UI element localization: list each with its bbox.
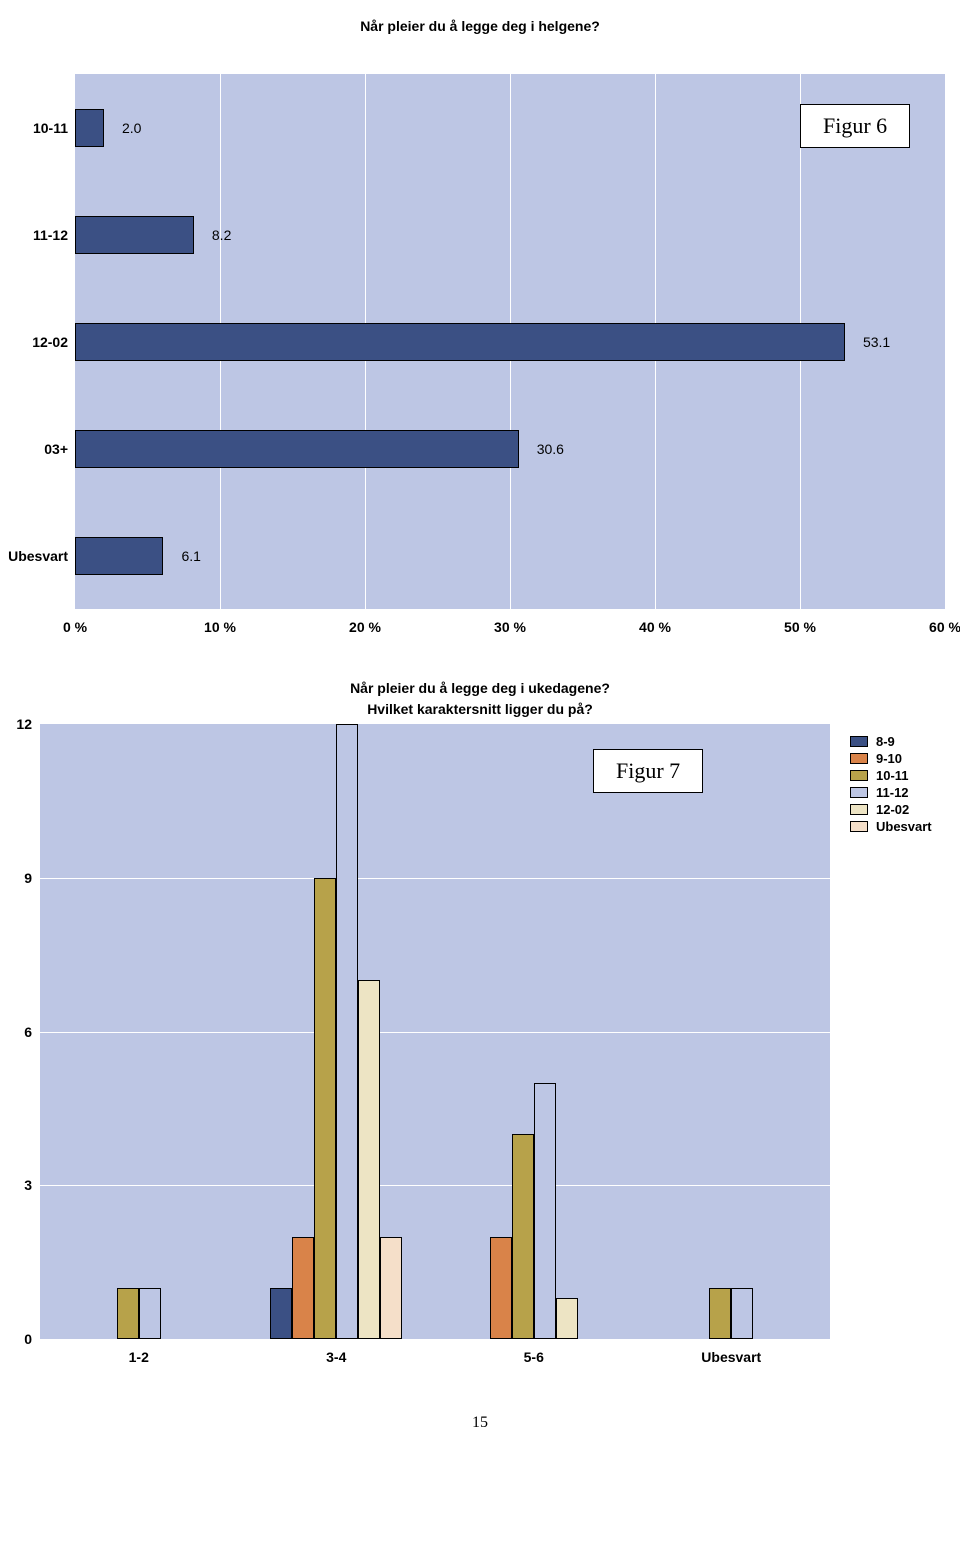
chart1-value-label: 8.2 [212, 227, 231, 243]
chart2-figure-label: Figur 7 [593, 749, 703, 793]
chart2-legend-item: 11-12 [850, 785, 932, 800]
chart2-legend-item: 12-02 [850, 802, 932, 817]
chart2-title: Når pleier du å legge deg i ukedagene? H… [0, 674, 960, 724]
chart2-bar [336, 724, 358, 1339]
chart2-bar [731, 1288, 753, 1339]
chart2-bar [534, 1083, 556, 1339]
chart1-category-label: 12-02 [0, 334, 68, 350]
chart1-xtick: 50 % [784, 619, 816, 635]
chart1-xtick: 40 % [639, 619, 671, 635]
chart2-bar [709, 1288, 731, 1339]
chart2-legend-swatch [850, 736, 868, 747]
chart2-ytick: 12 [0, 716, 32, 732]
chart2-legend-swatch [850, 770, 868, 781]
chart1-bar [75, 430, 519, 468]
chart2-legend: 8-9 9-10 10-11 11-12 12-02 Ubesvart [850, 734, 932, 836]
chart2-bar [117, 1288, 139, 1339]
chart2-ytick: 0 [0, 1331, 32, 1347]
chart2-gridline [40, 1032, 830, 1033]
chart1-category-label: 10-11 [0, 120, 68, 136]
chart1-value-label: 6.1 [181, 548, 200, 564]
chart1-xtick: 0 % [63, 619, 87, 635]
chart2-ytick: 3 [0, 1177, 32, 1193]
chart2-gridline [40, 1185, 830, 1186]
chart1-bar [75, 537, 163, 575]
chart2-legend-swatch [850, 821, 868, 832]
chart2-ytick: 6 [0, 1024, 32, 1040]
chart1-value-label: 2.0 [122, 120, 141, 136]
chart2-xtick: 1-2 [129, 1349, 149, 1365]
chart2-bar [292, 1237, 314, 1340]
chart2-legend-item: 8-9 [850, 734, 932, 749]
chart2: Figur 7 8-9 9-10 10-11 11-12 12-02 Ubesvart 0… [0, 724, 960, 1384]
chart2-legend-label: Ubesvart [876, 819, 932, 834]
chart2-xtick: 5-6 [524, 1349, 544, 1365]
chart2-xtick: Ubesvart [701, 1349, 761, 1365]
chart2-bar [139, 1288, 161, 1339]
chart1-category-label: 03+ [0, 441, 68, 457]
chart2-bar [358, 980, 380, 1339]
chart2-legend-swatch [850, 753, 868, 764]
chart2-legend-item: Ubesvart [850, 819, 932, 834]
chart1-xtick: 60 % [929, 619, 960, 635]
chart1-value-label: 53.1 [863, 334, 890, 350]
chart2-bar [314, 878, 336, 1339]
chart2-bar [490, 1237, 512, 1340]
chart1-category-label: Ubesvart [0, 548, 68, 564]
chart1: Figur 6 0 % 10 % 20 % 30 % 40 % 50 % 60 % 10-11… [0, 74, 960, 674]
chart1-category-label: 11-12 [0, 227, 68, 243]
chart2-title-line1: Når pleier du å legge deg i ukedagene? [0, 678, 960, 699]
chart2-legend-label: 11-12 [876, 785, 909, 800]
page-number: 15 [0, 1384, 960, 1452]
chart1-bar [75, 216, 194, 254]
chart2-ytick: 9 [0, 870, 32, 886]
chart2-bar [512, 1134, 534, 1339]
chart2-gridline [40, 878, 830, 879]
chart2-legend-swatch [850, 787, 868, 798]
chart1-xtick: 20 % [349, 619, 381, 635]
chart2-legend-label: 9-10 [876, 751, 902, 766]
chart2-xtick: 3-4 [326, 1349, 346, 1365]
chart2-legend-item: 10-11 [850, 768, 932, 783]
chart1-bar [75, 323, 845, 361]
chart2-bar [380, 1237, 402, 1340]
chart2-title-line2: Hvilket karaktersnitt ligger du på? [0, 699, 960, 720]
chart1-value-label: 30.6 [537, 441, 564, 457]
chart1-title: Når pleier du å legge deg i helgene? [0, 0, 960, 74]
chart2-legend-swatch [850, 804, 868, 815]
chart2-legend-label: 10-11 [876, 768, 909, 783]
chart2-legend-label: 8-9 [876, 734, 895, 749]
chart2-legend-label: 12-02 [876, 802, 909, 817]
chart2-bar [556, 1298, 578, 1339]
chart1-bar [75, 109, 104, 147]
chart1-xtick: 10 % [204, 619, 236, 635]
chart1-figure-label: Figur 6 [800, 104, 910, 148]
chart2-legend-item: 9-10 [850, 751, 932, 766]
chart2-bar [270, 1288, 292, 1339]
chart1-xtick: 30 % [494, 619, 526, 635]
